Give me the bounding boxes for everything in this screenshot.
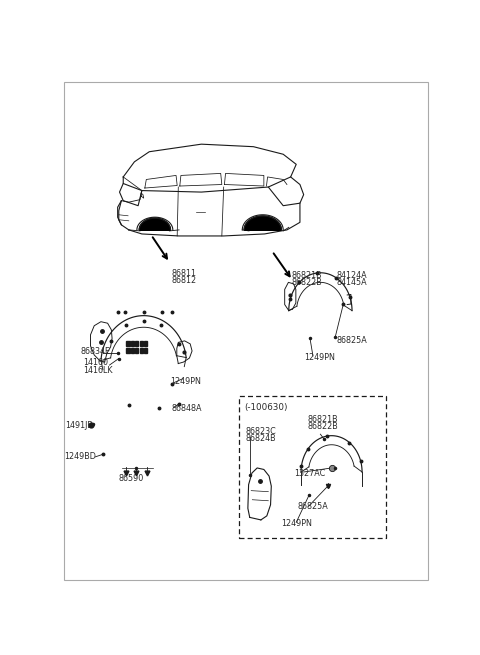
Text: 14160: 14160 — [84, 358, 108, 367]
Text: 1249PN: 1249PN — [170, 377, 201, 386]
Text: 1249PN: 1249PN — [304, 352, 335, 362]
Polygon shape — [140, 341, 143, 346]
Text: 84124A: 84124A — [337, 271, 367, 280]
Text: 1249PN: 1249PN — [281, 519, 312, 528]
Text: 1416LK: 1416LK — [84, 365, 113, 375]
Text: 84145A: 84145A — [337, 278, 367, 287]
Text: 86824B: 86824B — [245, 434, 276, 443]
Text: 86822B: 86822B — [307, 422, 338, 430]
Polygon shape — [131, 348, 134, 354]
Text: 86823C: 86823C — [245, 427, 276, 436]
Text: 86812: 86812 — [172, 276, 197, 286]
Text: 86821B: 86821B — [292, 271, 323, 280]
Text: 1327AC: 1327AC — [294, 468, 325, 477]
Bar — [239, 396, 385, 538]
Text: 1491JB: 1491JB — [66, 421, 94, 430]
Polygon shape — [126, 341, 130, 346]
Polygon shape — [244, 216, 281, 230]
Polygon shape — [144, 348, 147, 354]
Text: 86825A: 86825A — [297, 502, 328, 511]
Polygon shape — [140, 348, 143, 354]
Polygon shape — [144, 341, 147, 346]
Text: 86822B: 86822B — [292, 278, 323, 287]
Polygon shape — [135, 348, 139, 354]
Text: (-100630): (-100630) — [244, 403, 288, 412]
Text: 86590: 86590 — [119, 474, 144, 483]
Polygon shape — [126, 348, 130, 354]
Text: 86848A: 86848A — [172, 404, 202, 413]
Polygon shape — [131, 341, 134, 346]
Text: 86811: 86811 — [172, 269, 197, 278]
Text: 86834E: 86834E — [81, 347, 110, 356]
Text: 86825A: 86825A — [336, 337, 367, 345]
Text: 86821B: 86821B — [307, 415, 338, 424]
Polygon shape — [135, 341, 139, 346]
Polygon shape — [139, 218, 170, 230]
Text: 1249BD: 1249BD — [64, 453, 96, 461]
